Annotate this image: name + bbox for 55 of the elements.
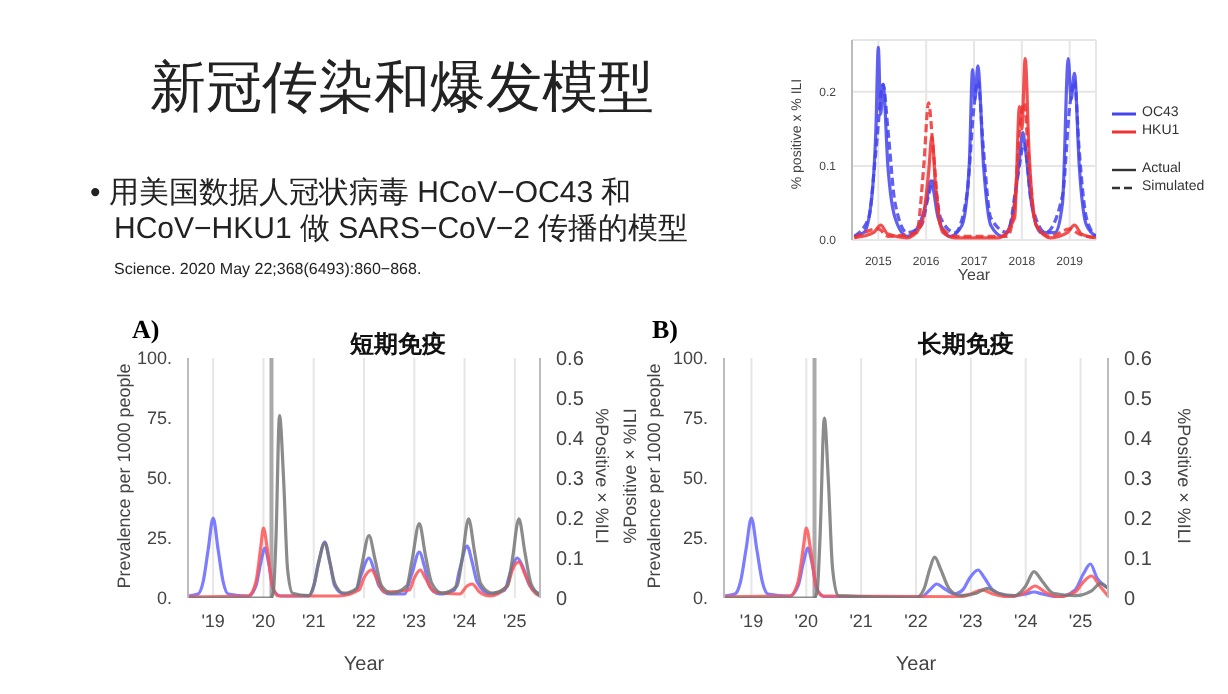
- x-axis-title: Year: [957, 266, 991, 284]
- x-tick-label: '24: [1013, 610, 1038, 631]
- text: A): [132, 314, 160, 346]
- x-tick-label: '25: [503, 610, 527, 631]
- y2-tick-label: 0.6: [1124, 349, 1153, 372]
- y-tick-label: 0.: [692, 588, 708, 609]
- line-series: [724, 416, 1108, 598]
- x-tick-label: '21: [849, 610, 873, 631]
- y2-tick-label: 0.4: [556, 429, 585, 452]
- y-tick-label: 25.: [146, 528, 172, 549]
- y2-tick-label: 0: [556, 589, 568, 612]
- x-tick-label: '20: [251, 610, 276, 631]
- y-tick-label: 50.: [682, 468, 708, 489]
- y2-axis-title: %Positive × %ILI: [1174, 408, 1194, 544]
- y-tick-label: 50.: [146, 468, 172, 489]
- y2-tick-label: 0.3: [556, 469, 585, 492]
- x-tick-label: '23: [402, 610, 427, 631]
- y2-tick-label: 0.1: [1124, 549, 1153, 572]
- text: Science. 2020 May 22;368(6493):860−868.: [114, 260, 422, 278]
- x-axis-title: Year: [343, 654, 386, 676]
- y-axis-title: Prevalence per 1000 people: [114, 363, 134, 589]
- y-tick-label: 75.: [146, 408, 172, 429]
- y2-tick-label: 0.2: [556, 509, 585, 532]
- y2-tick-label: 0.5: [1124, 389, 1153, 412]
- x-tick-label: '24: [452, 610, 477, 631]
- text: • 用美国数据人冠状病毒 HCoV−OC43 和 HCoV−HKU1 做 SARS−CoV−2 传播的模型: [90, 176, 689, 246]
- y2-tick-label: 0: [1124, 589, 1136, 612]
- line-series: [188, 414, 540, 598]
- x-tick-label: '22: [904, 610, 928, 631]
- y2-tick-label: 0.1: [556, 549, 585, 572]
- y2-tick-label: 0.6: [556, 349, 585, 372]
- y-tick-label: 100.: [136, 348, 172, 369]
- x-tick-label: '22: [352, 610, 376, 631]
- y-tick-label: 25.: [682, 528, 708, 549]
- x-tick-label: '19: [201, 610, 225, 631]
- text: 新冠传染和爆发模型: [150, 54, 654, 122]
- y2-tick-label: 0.3: [1124, 469, 1153, 492]
- y2-axis-title: %Positive × %ILI: [592, 408, 612, 544]
- x-tick-label: '25: [1068, 610, 1093, 631]
- y-tick-label: 0.: [156, 588, 172, 609]
- y-tick-label: 75.: [682, 408, 708, 429]
- chart-title: 短期免疫: [350, 328, 446, 362]
- text: B): [652, 314, 678, 346]
- chart-title: 长期免疫: [918, 328, 1014, 362]
- x-tick-label: '21: [301, 610, 326, 631]
- x-tick-label: '19: [739, 610, 764, 631]
- y-tick-label: 100.: [672, 348, 708, 369]
- x-tick-label: '23: [959, 610, 983, 631]
- x-tick-label: '20: [794, 610, 819, 631]
- y2-tick-label: 0.4: [1124, 429, 1153, 452]
- y2-tick-label: 0.5: [556, 389, 585, 412]
- y-axis-title: Prevalence per 1000 people: [644, 363, 664, 589]
- x-axis-title: Year: [895, 654, 938, 676]
- y2-tick-label: 0.2: [1124, 509, 1153, 532]
- text: %Positive × %ILI: [620, 408, 640, 544]
